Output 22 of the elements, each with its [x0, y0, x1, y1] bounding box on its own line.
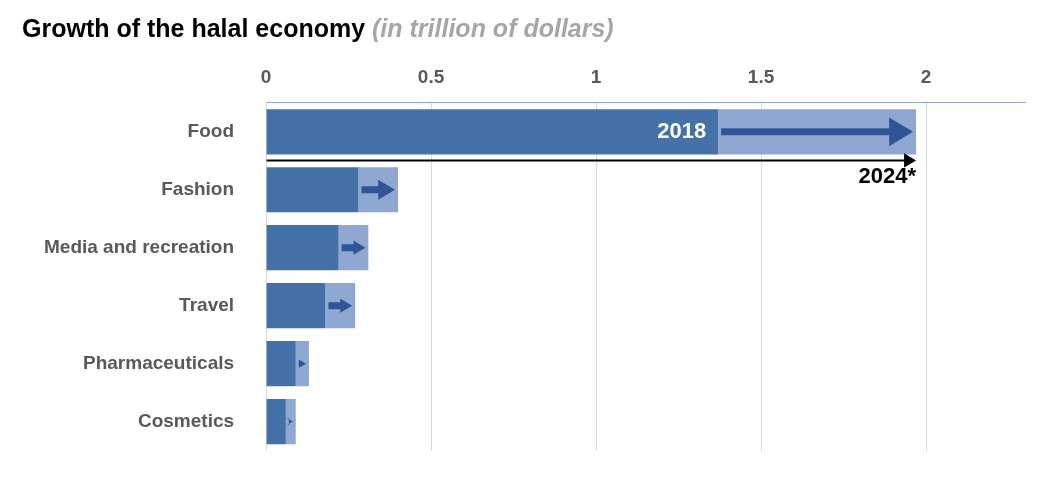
- chart-title: Growth of the halal economy: [22, 14, 366, 42]
- series-label: 2024*: [858, 163, 917, 189]
- x-tick-label: 1: [590, 65, 602, 87]
- chart-subtitle: (in trillion of dollars): [372, 14, 614, 42]
- bar: [266, 283, 326, 329]
- bar: [266, 167, 359, 213]
- bar: [266, 225, 339, 271]
- bar: [266, 399, 286, 445]
- y-tick-label: Travel: [179, 293, 235, 315]
- bar: [285, 399, 296, 445]
- bar: [266, 341, 296, 387]
- y-tick-label: Pharmaceuticals: [83, 351, 235, 373]
- x-tick-label: 1.5: [747, 65, 775, 87]
- x-tick-label: 0: [260, 65, 272, 87]
- bar: [295, 341, 309, 387]
- y-tick-label: Fashion: [161, 177, 235, 199]
- x-tick-label: 0.5: [417, 65, 445, 87]
- y-tick-label: Cosmetics: [137, 409, 235, 431]
- series-label: 2018: [657, 117, 707, 143]
- y-tick-label: Food: [187, 120, 235, 142]
- x-tick-label: 2: [920, 65, 932, 87]
- y-tick-label: Media and recreation: [43, 235, 235, 257]
